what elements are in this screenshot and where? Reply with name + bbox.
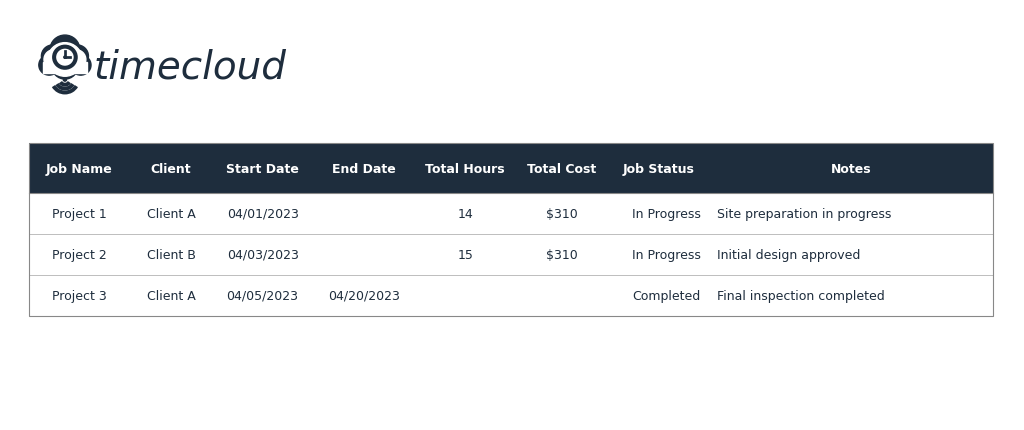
Circle shape (66, 46, 88, 68)
Text: $310: $310 (546, 248, 578, 261)
Text: Final inspection completed: Final inspection completed (717, 289, 885, 302)
Text: $310: $310 (546, 207, 578, 221)
Text: 04/01/2023: 04/01/2023 (226, 207, 299, 221)
Text: 04/20/2023: 04/20/2023 (328, 289, 399, 302)
Text: Project 3: Project 3 (52, 289, 106, 302)
Text: In Progress: In Progress (632, 248, 700, 261)
Circle shape (48, 43, 82, 77)
Circle shape (44, 50, 65, 70)
Text: Notes: Notes (830, 162, 871, 175)
Bar (43, 62, 87, 74)
Circle shape (71, 56, 91, 76)
Circle shape (41, 46, 65, 68)
Text: Total Hours: Total Hours (425, 162, 505, 175)
Text: Total Cost: Total Cost (527, 162, 596, 175)
Text: Site preparation in progress: Site preparation in progress (717, 207, 891, 221)
Text: 04/03/2023: 04/03/2023 (226, 248, 299, 261)
Text: Client B: Client B (146, 248, 196, 261)
Circle shape (54, 48, 75, 68)
Text: Initial design approved: Initial design approved (717, 248, 860, 261)
Text: 15: 15 (458, 248, 473, 261)
Text: Project 1: Project 1 (52, 207, 106, 221)
Text: Client A: Client A (146, 289, 196, 302)
Circle shape (63, 79, 67, 82)
Text: In Progress: In Progress (632, 207, 700, 221)
Text: Completed: Completed (632, 289, 700, 302)
Circle shape (66, 50, 86, 70)
Text: 04/05/2023: 04/05/2023 (226, 289, 299, 302)
Text: timecloud: timecloud (93, 48, 287, 86)
Text: Project 2: Project 2 (52, 248, 106, 261)
Text: 14: 14 (458, 207, 473, 221)
Circle shape (39, 56, 59, 76)
Text: Job Name: Job Name (46, 162, 113, 175)
Circle shape (52, 55, 78, 80)
Text: Start Date: Start Date (226, 162, 299, 175)
Circle shape (50, 36, 80, 65)
Text: End Date: End Date (332, 162, 395, 175)
Circle shape (63, 57, 67, 59)
Text: Client: Client (151, 162, 191, 175)
Text: Job Status: Job Status (623, 162, 694, 175)
Text: Client A: Client A (146, 207, 196, 221)
